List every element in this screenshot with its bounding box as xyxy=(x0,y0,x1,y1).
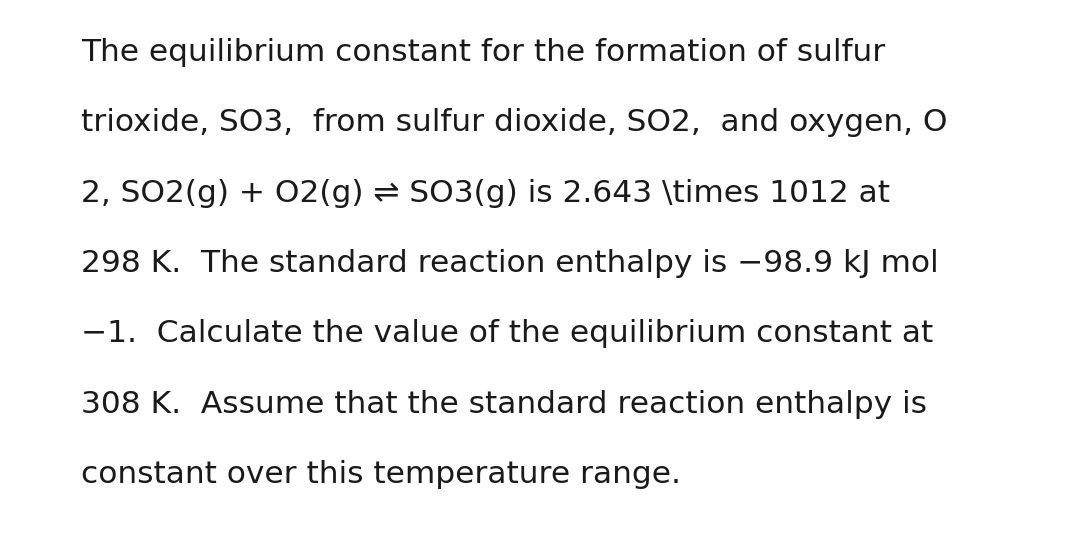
Text: 308 K.  Assume that the standard reaction enthalpy is: 308 K. Assume that the standard reaction… xyxy=(81,390,927,419)
Text: The equilibrium constant for the formation of sulfur: The equilibrium constant for the formati… xyxy=(81,38,886,67)
Text: 2, SO2(g) + O2(g) ⇌ SO3(g) is 2.643 \times 1012 at: 2, SO2(g) + O2(g) ⇌ SO3(g) is 2.643 \tim… xyxy=(81,179,890,208)
Text: trioxide, SO3,  from sulfur dioxide, SO2,  and oxygen, O: trioxide, SO3, from sulfur dioxide, SO2,… xyxy=(81,108,947,137)
Text: −1.  Calculate the value of the equilibrium constant at: −1. Calculate the value of the equilibri… xyxy=(81,319,933,348)
Text: 298 K.  The standard reaction enthalpy is −98.9 kJ mol: 298 K. The standard reaction enthalpy is… xyxy=(81,249,939,278)
Text: constant over this temperature range.: constant over this temperature range. xyxy=(81,460,681,489)
